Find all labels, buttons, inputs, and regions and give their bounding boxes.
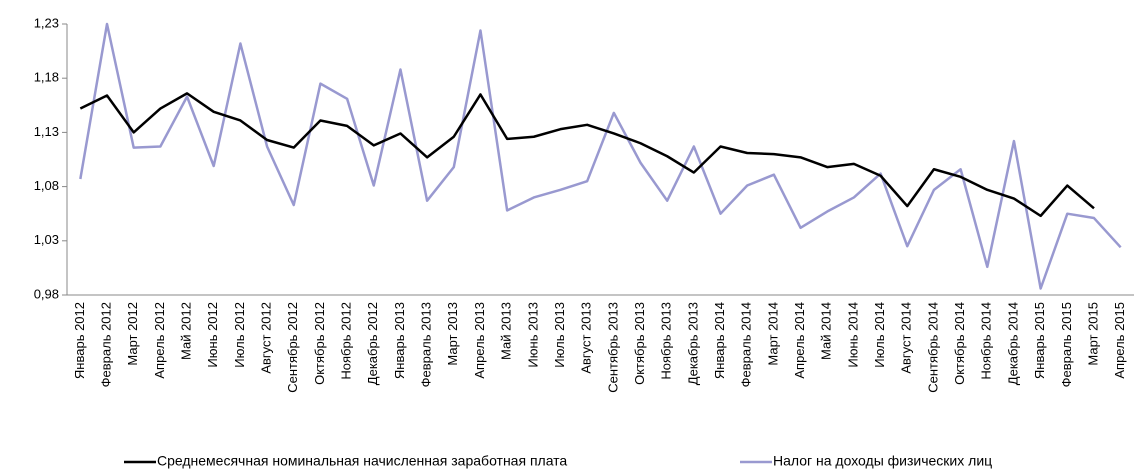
x-tick-label: Июнь 2012: [205, 302, 220, 368]
x-tick-label: Июль 2013: [552, 302, 567, 368]
x-tick-label: Ноябрь 2012: [339, 302, 354, 380]
y-tick-label: 1,08: [34, 178, 59, 193]
x-tick-label: Январь 2014: [712, 302, 727, 379]
series-line: [79, 92, 1095, 218]
x-tick-label: Март 2013: [445, 302, 460, 366]
x-tick-label: Ноябрь 2013: [659, 302, 674, 380]
y-tick-label: 0,98: [34, 286, 59, 301]
x-tick-label: Июль 2012: [232, 302, 247, 368]
x-tick-label: Декабрь 2012: [365, 302, 380, 385]
x-tick-label: Декабрь 2014: [1005, 302, 1020, 385]
x-tick-label: Октябрь 2013: [632, 302, 647, 385]
x-tick-label: Апрель 2015: [1112, 302, 1127, 379]
x-tick-label: Апрель 2014: [792, 302, 807, 379]
x-tick-label: Март 2014: [765, 302, 780, 366]
x-tick-label: Февраль 2013: [419, 302, 434, 387]
x-tick-label: Март 2012: [125, 302, 140, 366]
y-tick-label: 1,18: [34, 70, 59, 85]
x-tick-label: Октябрь 2014: [952, 302, 967, 385]
x-tick-label: Октябрь 2012: [312, 302, 327, 385]
x-tick-label: Декабрь 2013: [685, 302, 700, 385]
x-tick-label: Январь 2012: [72, 302, 87, 379]
series-line: [79, 22, 1122, 290]
x-tick-label: Февраль 2015: [1059, 302, 1074, 387]
x-tick-label: Февраль 2014: [739, 302, 754, 387]
x-tick-label: Август 2014: [899, 302, 914, 374]
x-tick-label: Май 2012: [178, 302, 193, 360]
y-tick-label: 1,13: [34, 124, 59, 139]
x-tick-label: Ноябрь 2014: [979, 302, 994, 380]
x-tick-label: Июнь 2013: [525, 302, 540, 368]
x-tick-label: Февраль 2012: [98, 302, 113, 387]
x-tick-label: Январь 2013: [392, 302, 407, 379]
x-tick-label: Январь 2015: [1032, 302, 1047, 379]
x-tick-label: Август 2013: [579, 302, 594, 374]
x-tick-label: Апрель 2012: [152, 302, 167, 379]
x-tick-label: Сентябрь 2012: [285, 302, 300, 393]
x-tick-label: Сентябрь 2014: [925, 302, 940, 393]
x-tick-label: Май 2013: [499, 302, 514, 360]
y-tick-label: 1,03: [34, 232, 59, 247]
legend-label: Среднемесячная номинальная начисленная з…: [157, 453, 567, 469]
x-tick-label: Апрель 2013: [472, 302, 487, 379]
x-tick-label: Май 2014: [819, 302, 834, 360]
x-tick-label: Июнь 2014: [845, 302, 860, 368]
legend-label: Налог на доходы физических лиц: [773, 453, 992, 469]
x-tick-label: Сентябрь 2013: [605, 302, 620, 393]
y-tick-label: 1,23: [34, 15, 59, 30]
x-tick-label: Август 2012: [259, 302, 274, 374]
x-tick-label: Март 2015: [1085, 302, 1100, 366]
x-tick-label: Июль 2014: [872, 302, 887, 368]
